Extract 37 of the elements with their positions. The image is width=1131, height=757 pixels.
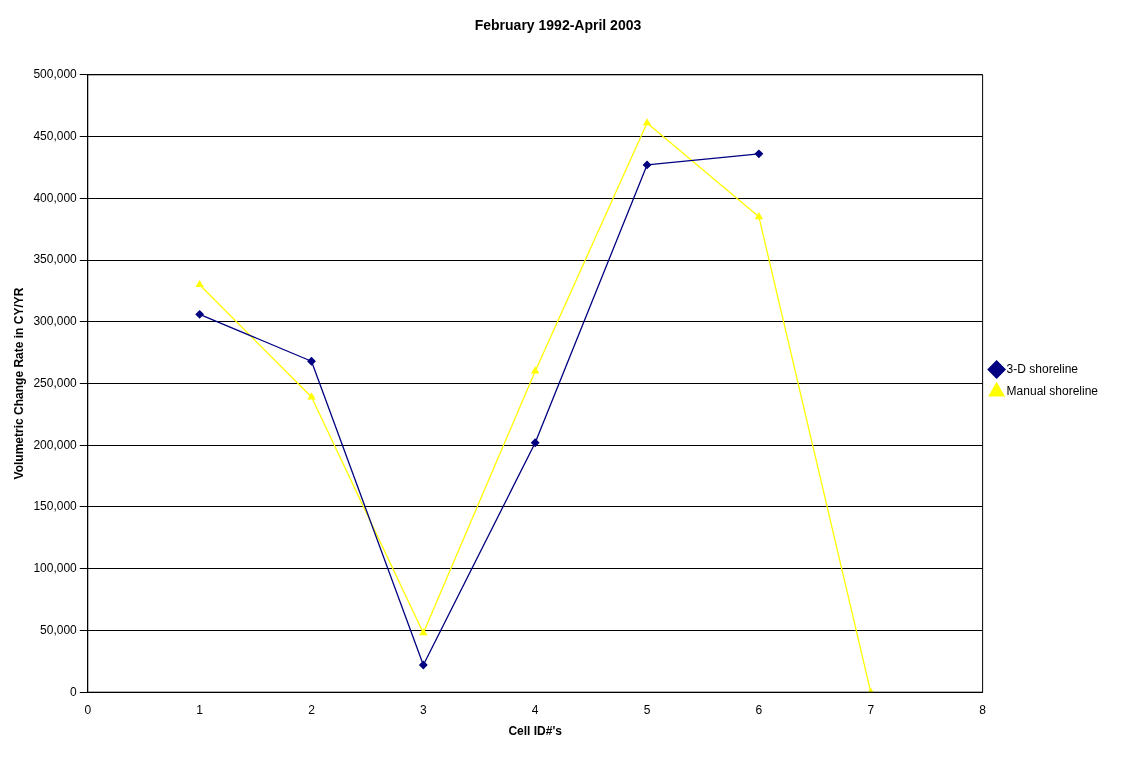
point bbox=[419, 628, 428, 636]
point bbox=[531, 438, 540, 447]
x-tick-label: 6 bbox=[755, 702, 763, 717]
y-tick-label: 250,000 bbox=[33, 375, 78, 390]
y-tick-label: 500,000 bbox=[33, 67, 78, 82]
point bbox=[307, 357, 316, 366]
y-tick-label: 450,000 bbox=[33, 128, 78, 143]
y-tick-label: 100,000 bbox=[33, 561, 78, 576]
y-tick-label: 50,000 bbox=[40, 622, 78, 637]
x-tick-label: 5 bbox=[643, 702, 651, 717]
point bbox=[195, 280, 204, 288]
x-axis-title: Cell ID#'s bbox=[508, 724, 563, 739]
y-tick-label: 0 bbox=[70, 684, 78, 699]
point bbox=[642, 160, 652, 170]
y-tick-label: 150,000 bbox=[33, 499, 78, 514]
y-tick-label: 400,000 bbox=[33, 190, 78, 205]
y-tick-label: 300,000 bbox=[33, 314, 78, 329]
y-tick-label: 200,000 bbox=[33, 437, 78, 452]
x-tick-label: 3 bbox=[420, 702, 427, 717]
point bbox=[754, 149, 764, 158]
x-tick-label: 0 bbox=[84, 702, 92, 717]
point bbox=[307, 392, 316, 400]
y-tick-label: 350,000 bbox=[33, 252, 78, 267]
legend-label: Manual shoreline bbox=[1006, 383, 1099, 398]
x-tick-label: 8 bbox=[979, 702, 987, 717]
y-axis-title: Volumetric Change Rate in CY/YR bbox=[11, 287, 26, 480]
x-tick-label: 2 bbox=[308, 702, 316, 717]
point bbox=[531, 367, 539, 374]
point bbox=[643, 118, 651, 126]
point bbox=[195, 310, 204, 319]
x-tick-label: 7 bbox=[867, 702, 875, 717]
legend-label: 3-D shoreline bbox=[1006, 361, 1079, 376]
point bbox=[755, 212, 763, 220]
point bbox=[419, 660, 428, 670]
chart-title: February 1992-April 2003 bbox=[474, 17, 642, 34]
x-tick-label: 1 bbox=[196, 702, 204, 717]
x-tick-label: 4 bbox=[531, 702, 539, 717]
